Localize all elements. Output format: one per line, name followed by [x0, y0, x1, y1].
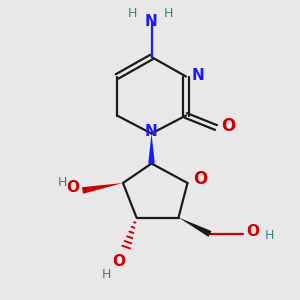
Text: H: H — [128, 7, 138, 20]
Text: O: O — [247, 224, 260, 239]
Text: N: N — [145, 124, 157, 140]
Polygon shape — [82, 183, 123, 194]
Text: O: O — [194, 170, 208, 188]
Text: H: H — [265, 229, 274, 242]
Text: N: N — [191, 68, 204, 82]
Text: O: O — [221, 117, 236, 135]
Text: H: H — [102, 268, 111, 281]
Text: O: O — [67, 180, 80, 195]
Text: H: H — [164, 7, 174, 20]
Text: N: N — [145, 14, 158, 28]
Polygon shape — [148, 134, 155, 164]
Text: H: H — [57, 176, 67, 189]
Text: O: O — [112, 254, 126, 269]
Polygon shape — [178, 218, 212, 237]
